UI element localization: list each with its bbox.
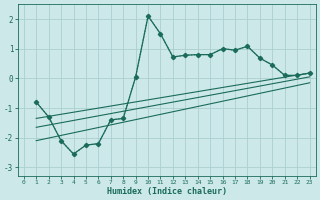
X-axis label: Humidex (Indice chaleur): Humidex (Indice chaleur) [107,187,227,196]
